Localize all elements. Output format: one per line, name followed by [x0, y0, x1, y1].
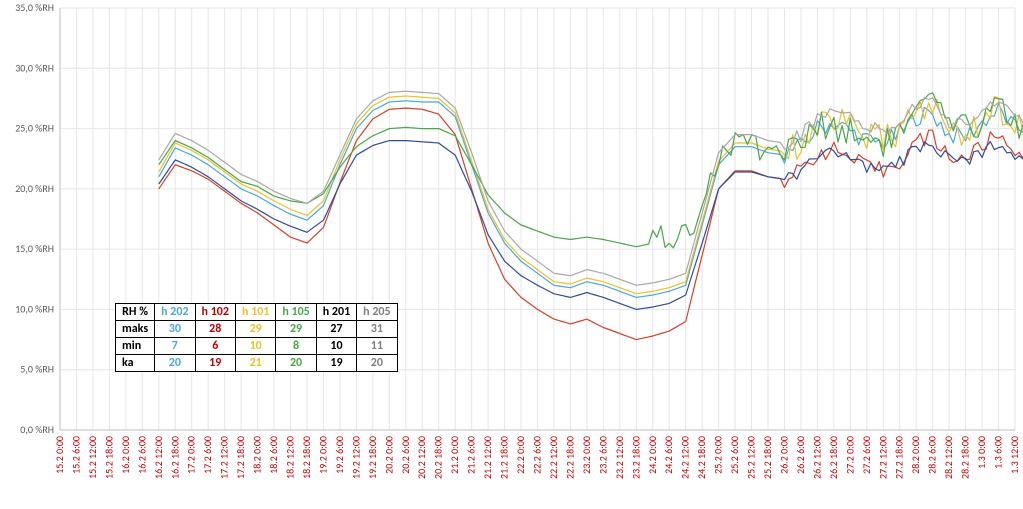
x-tick-label: 23.2 0:00	[580, 436, 593, 474]
legend-cell: 19	[316, 355, 356, 372]
x-tick-label: 23.2 12:00	[613, 436, 626, 479]
x-tick-label: 27.2 6:00	[860, 436, 873, 474]
x-tick-label: 26.2 18:00	[827, 436, 840, 479]
legend-col-h-101: h 101	[235, 304, 275, 321]
x-tick-label: 22.2 18:00	[563, 436, 576, 479]
x-tick-label: 18.2 0:00	[251, 436, 264, 474]
x-tick-label: 23.2 6:00	[596, 436, 609, 474]
x-tick-label: 18.2 12:00	[284, 436, 297, 479]
x-tick-label: 28.2 18:00	[959, 436, 972, 479]
y-tick-label: 15,0 %RH	[15, 242, 54, 255]
legend-col-h-201: h 201	[316, 304, 356, 321]
x-tick-label: 17.2 12:00	[218, 436, 231, 479]
chart-svg: 0,0 %RH 5,0 %RH 10,0 %RH 15,0 %RH 20,0 %RH 25…	[0, 0, 1023, 509]
legend-cell: 6	[195, 338, 235, 355]
x-tick-label: 27.2 12:00	[876, 436, 889, 479]
x-tick-label: 28.2 12:00	[942, 436, 955, 479]
y-tick-label: 30,0 %RH	[15, 61, 54, 74]
x-tick-label: 1.3 6:00	[992, 436, 1005, 469]
legend-col-h-202: h 202	[155, 304, 195, 321]
legend-cell: 31	[357, 321, 397, 338]
y-tick-label: 10,0 %RH	[15, 302, 54, 315]
x-tick-label: 26.2 0:00	[777, 436, 790, 474]
legend-row-label: maks	[116, 321, 155, 338]
x-tick-label: 25.2 18:00	[761, 436, 774, 479]
x-tick-label: 24.2 12:00	[679, 436, 692, 479]
x-tick-label: 25.2 6:00	[728, 436, 741, 474]
legend-summary-table: RH %h 202h 102h 101h 105h 201h 205 maks30…	[115, 303, 398, 372]
legend-row-label: min	[116, 338, 155, 355]
legend-cell: 7	[155, 338, 195, 355]
legend-cell: 10	[316, 338, 356, 355]
x-tick-label: 1.3 12:00	[1008, 436, 1021, 474]
x-tick-label: 25.2 0:00	[712, 436, 725, 474]
x-tick-label: 19.2 0:00	[316, 436, 329, 474]
legend-cell: 27	[316, 321, 356, 338]
legend-row-label: ka	[116, 355, 155, 372]
legend-col-h-205: h 205	[357, 304, 397, 321]
x-tick-label: 16.2 12:00	[152, 436, 165, 479]
legend-cell: 20	[155, 355, 195, 372]
x-tick-label: 16.2 0:00	[119, 436, 132, 474]
y-tick-label: 5,0 %RH	[20, 363, 54, 376]
x-tick-label: 24.2 18:00	[695, 436, 708, 479]
x-tick-label: 18.2 6:00	[267, 436, 280, 474]
x-tick-label: 27.2 18:00	[893, 436, 906, 479]
y-tick-label: 20,0 %RH	[15, 182, 54, 195]
x-tick-label: 24.2 6:00	[662, 436, 675, 474]
legend-cell: 28	[195, 321, 235, 338]
x-tick-label: 17.2 0:00	[185, 436, 198, 474]
legend-col-h-105: h 105	[276, 304, 316, 321]
legend-cell: 20	[276, 355, 316, 372]
x-tick-label: 20.2 18:00	[432, 436, 445, 479]
x-tick-label: 22.2 12:00	[547, 436, 560, 479]
x-tick-label: 20.2 12:00	[415, 436, 428, 479]
x-tick-label: 24.2 0:00	[646, 436, 659, 474]
x-tick-label: 18.2 18:00	[300, 436, 313, 479]
x-tick-label: 15.2 12:00	[86, 436, 99, 479]
x-tick-label: 28.2 6:00	[926, 436, 939, 474]
x-tick-label: 19.2 6:00	[333, 436, 346, 474]
x-tick-label: 16.2 18:00	[168, 436, 181, 479]
x-tick-label: 20.2 6:00	[399, 436, 412, 474]
legend-cell: 29	[235, 321, 275, 338]
legend-cell: 21	[235, 355, 275, 372]
x-tick-label: 26.2 12:00	[810, 436, 823, 479]
y-tick-label: 35,0 %RH	[15, 1, 54, 14]
x-tick-label: 23.2 18:00	[629, 436, 642, 479]
x-tick-label: 28.2 0:00	[909, 436, 922, 474]
legend-header: RH %	[116, 304, 155, 321]
legend-cell: 19	[195, 355, 235, 372]
x-tick-label: 17.2 18:00	[234, 436, 247, 479]
y-tick-label: 25,0 %RH	[15, 122, 54, 135]
legend-cell: 11	[357, 338, 397, 355]
x-tick-label: 19.2 12:00	[349, 436, 362, 479]
x-tick-label: 22.2 0:00	[514, 436, 527, 474]
x-tick-label: 20.2 0:00	[382, 436, 395, 474]
x-tick-label: 25.2 12:00	[745, 436, 758, 479]
legend-cell: 20	[357, 355, 397, 372]
legend-cell: 29	[276, 321, 316, 338]
legend-col-h-102: h 102	[195, 304, 235, 321]
x-tick-label: 15.2 6:00	[69, 436, 82, 474]
x-tick-label: 1.3 0:00	[975, 436, 988, 469]
legend-cell: 30	[155, 321, 195, 338]
x-tick-label: 21.2 18:00	[498, 436, 511, 479]
legend-cell: 8	[276, 338, 316, 355]
x-tick-label: 19.2 18:00	[366, 436, 379, 479]
x-tick-label: 17.2 6:00	[201, 436, 214, 474]
x-tick-label: 27.2 0:00	[843, 436, 856, 474]
x-tick-label: 21.2 0:00	[448, 436, 461, 474]
x-tick-label: 16.2 6:00	[135, 436, 148, 474]
x-tick-label: 26.2 6:00	[794, 436, 807, 474]
legend-cell: 10	[235, 338, 275, 355]
x-tick-label: 22.2 6:00	[531, 436, 544, 474]
x-tick-label: 15.2 0:00	[53, 436, 66, 474]
rh-line-chart: 0,0 %RH 5,0 %RH 10,0 %RH 15,0 %RH 20,0 %RH 25…	[0, 0, 1023, 509]
x-tick-label: 15.2 18:00	[102, 436, 115, 479]
x-tick-label: 21.2 6:00	[465, 436, 478, 474]
x-tick-label: 21.2 12:00	[481, 436, 494, 479]
y-tick-label: 0,0 %RH	[20, 423, 54, 436]
